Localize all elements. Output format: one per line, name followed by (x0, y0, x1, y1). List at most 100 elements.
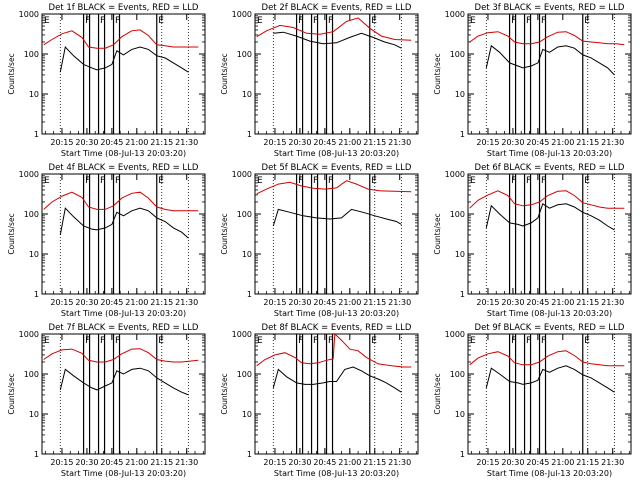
x-tick-label: 20:15 (263, 458, 286, 467)
x-tick-label: 21:30 (388, 298, 411, 307)
flag-label: E (371, 16, 377, 26)
plot-frame (467, 13, 632, 135)
y-tick-label: 1 (460, 290, 465, 299)
x-tick-label: 20:15 (476, 138, 499, 147)
x-axis-label: Start Time (08-Jul-13 20:03:20) (61, 309, 186, 318)
x-tick-label: 20:15 (476, 298, 499, 307)
x-axis-label: Start Time (08-Jul-13 20:03:20) (274, 149, 399, 158)
panel-title: Det 3f BLACK = Events, RED = LLD (475, 3, 625, 13)
x-tick-label: 21:15 (150, 138, 173, 147)
flag-label: E (470, 336, 476, 346)
flag-label: F (85, 336, 90, 346)
panel-title: Det 4f BLACK = Events, RED = LLD (49, 163, 199, 173)
flag-label: E (257, 16, 263, 26)
flag-label: F (328, 16, 333, 26)
y-tick-label: 1 (34, 450, 39, 459)
x-axis-label: Start Time (08-Jul-13 20:03:20) (487, 149, 612, 158)
x-tick-label: 20:45 (100, 298, 123, 307)
flag-label: E (371, 336, 377, 346)
y-axis-label: Counts/sec (433, 53, 442, 94)
events-series-line (59, 45, 189, 73)
x-tick-label: 20:30 (288, 298, 311, 307)
x-tick-label: 20:30 (501, 458, 524, 467)
x-tick-label: 20:45 (313, 138, 336, 147)
detector-panel-6: Det 6f BLACK = Events, RED = LLD 1 10 100 10… (433, 163, 632, 318)
x-tick-label: 20:45 (526, 298, 549, 307)
flag-label: F (328, 176, 333, 186)
y-tick-label: 1000 (232, 10, 252, 19)
panel-title: Det 8f BLACK = Events, RED = LLD (262, 323, 412, 333)
flag-label: F (85, 16, 90, 26)
y-tick-label: 1 (247, 290, 252, 299)
y-tick-label: 100 (24, 370, 39, 379)
flag-label: F (511, 16, 516, 26)
y-axis-label: Counts/sec (220, 373, 229, 414)
x-tick-label: 21:30 (601, 138, 624, 147)
detector-panel-1: Det 1f BLACK = Events, RED = LLD 1 10 100 10… (7, 3, 206, 158)
flag-label: F (100, 336, 105, 346)
x-tick-label: 20:15 (476, 458, 499, 467)
y-tick-label: 1 (34, 290, 39, 299)
lld-series-line (256, 17, 412, 41)
x-tick-label: 21:00 (551, 138, 574, 147)
events-series-line (272, 366, 402, 393)
y-tick-label: 10 (242, 410, 252, 419)
events-series-line (485, 365, 615, 393)
flag-label: E (158, 16, 164, 26)
x-tick-label: 21:00 (338, 298, 361, 307)
x-tick-label: 21:00 (338, 138, 361, 147)
flag-label: F (511, 176, 516, 186)
y-tick-label: 10 (455, 410, 465, 419)
x-axis-label: Start Time (08-Jul-13 20:03:20) (487, 469, 612, 478)
x-tick-label: 20:45 (313, 458, 336, 467)
x-tick-label: 20:30 (75, 138, 98, 147)
y-axis-label: Counts/sec (7, 373, 16, 414)
y-tick-label: 100 (237, 210, 252, 219)
x-tick-label: 21:15 (576, 458, 599, 467)
flag-label: F (313, 336, 318, 346)
x-tick-label: 21:00 (551, 458, 574, 467)
flag-label: E (44, 336, 50, 346)
x-tick-label: 21:00 (551, 298, 574, 307)
x-tick-label: 21:30 (388, 138, 411, 147)
events-series-line (59, 367, 189, 396)
x-tick-label: 21:30 (175, 138, 198, 147)
y-tick-label: 100 (450, 50, 465, 59)
y-axis-label: Counts/sec (433, 373, 442, 414)
panel-title: Det 9f BLACK = Events, RED = LLD (475, 323, 625, 333)
flag-label: E (44, 16, 50, 26)
flag-label: F (313, 176, 318, 186)
y-axis-label: Counts/sec (220, 53, 229, 94)
plot-frame (254, 13, 419, 135)
x-tick-label: 20:45 (526, 458, 549, 467)
y-tick-label: 100 (237, 50, 252, 59)
plot-frame (467, 333, 632, 455)
panel-title: Det 1f BLACK = Events, RED = LLD (49, 3, 199, 13)
y-tick-label: 1 (247, 450, 252, 459)
flag-label: E (470, 16, 476, 26)
y-tick-label: 100 (24, 210, 39, 219)
detector-panel-8: Det 8f BLACK = Events, RED = LLD 1 10 100 10… (220, 323, 419, 478)
panel-title: Det 6f BLACK = Events, RED = LLD (475, 163, 625, 173)
y-tick-label: 10 (242, 90, 252, 99)
flag-label: F (526, 336, 531, 346)
flag-label: F (115, 16, 120, 26)
x-tick-label: 20:45 (100, 138, 123, 147)
detector-panel-4: Det 4f BLACK = Events, RED = LLD 1 10 100 10… (7, 163, 206, 318)
x-tick-label: 20:15 (50, 298, 73, 307)
flag-label: F (541, 16, 546, 26)
flag-label: E (44, 176, 50, 186)
events-series-line (485, 44, 615, 76)
events-series-line (59, 207, 189, 239)
x-axis-label: Start Time (08-Jul-13 20:03:20) (61, 469, 186, 478)
x-tick-label: 21:00 (125, 298, 148, 307)
y-tick-label: 1 (247, 130, 252, 139)
x-tick-label: 20:30 (288, 458, 311, 467)
flag-label: F (541, 176, 546, 186)
x-tick-label: 20:45 (313, 298, 336, 307)
plot-frame (41, 173, 206, 295)
flag-label: E (371, 176, 377, 186)
y-tick-label: 1 (34, 130, 39, 139)
detector-panel-7: Det 7f BLACK = Events, RED = LLD 1 10 100 10… (7, 323, 206, 478)
panel-title: Det 7f BLACK = Events, RED = LLD (49, 323, 199, 333)
